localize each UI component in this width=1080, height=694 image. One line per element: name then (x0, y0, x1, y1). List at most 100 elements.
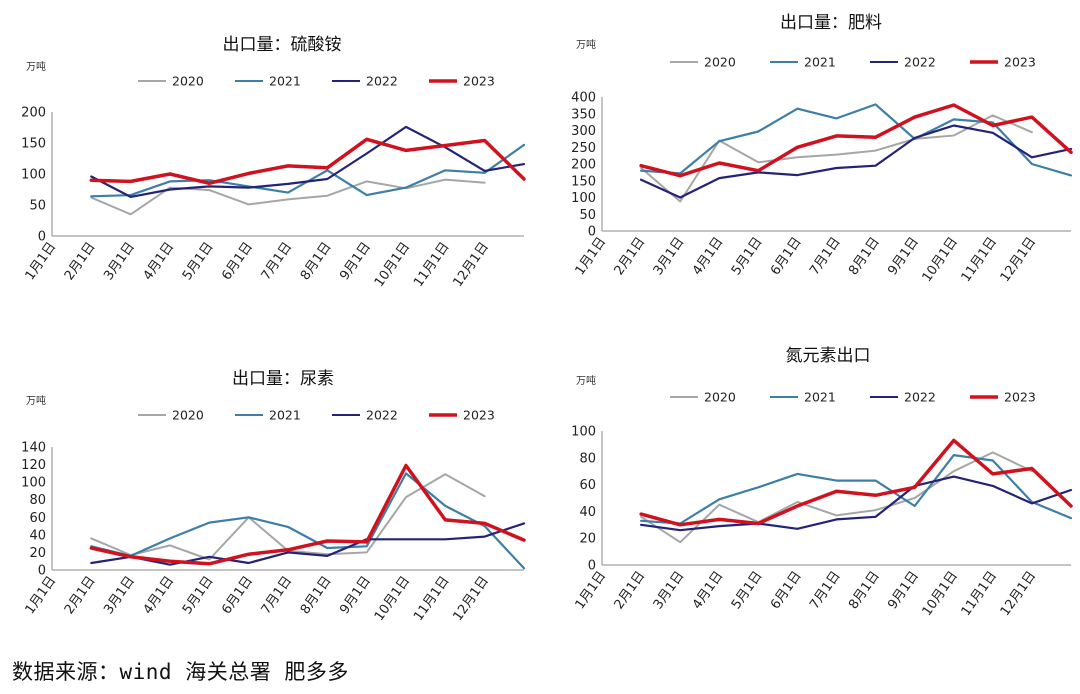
legend-label: 2020 (172, 408, 204, 423)
series-line-2021 (90, 143, 526, 198)
chart-title: 出口量：肥料 (780, 13, 882, 33)
series-line-2020 (640, 451, 1033, 544)
x-tick-label: 4月1日 (690, 569, 727, 612)
x-tick-label: 3月1日 (651, 235, 688, 278)
x-tick-label: 1月1日 (23, 574, 60, 617)
unit-label: 万吨 (576, 374, 596, 387)
x-tick-label: 6月1日 (768, 569, 805, 612)
chart-fertilizer: 出口量：肥料 万吨 2020 2021 2022 2023 0 50 100 150 200 250 3… (540, 0, 1080, 300)
chart-ammonium-sulfate: 出口量：硫酸铵 万吨 2020 2021 2022 2023 0 50 100 150 200 1月1… (0, 0, 540, 300)
x-tick-label: 5月1日 (180, 240, 217, 283)
legend-label: 2020 (172, 74, 204, 89)
x-tick-label: 10月1日 (372, 240, 413, 290)
x-tick-label: 1月1日 (573, 569, 610, 612)
y-tick-label: 20 (579, 532, 596, 547)
series-line-2022 (90, 522, 526, 566)
x-tick-label: 5月1日 (729, 569, 766, 612)
series-line-2021 (639, 103, 1073, 177)
series-line-2023 (89, 463, 526, 566)
y-tick-label: 20 (29, 546, 46, 561)
x-tick-label: 2月1日 (612, 569, 649, 612)
y-tick-label: 140 (21, 441, 46, 456)
x-tick-label: 9月1日 (337, 574, 374, 617)
legend-label: 2021 (269, 74, 301, 89)
x-tick-label: 4月1日 (141, 574, 178, 617)
x-tick-label: 9月1日 (337, 240, 374, 283)
x-tick-label: 7月1日 (259, 574, 296, 617)
series-line-2022 (639, 124, 1073, 199)
legend-label: 2021 (269, 408, 301, 423)
y-tick-label: 40 (29, 528, 46, 543)
legend-label: 2021 (804, 55, 836, 70)
x-tick-label: 10月1日 (920, 569, 961, 619)
legend-label: 2023 (1004, 390, 1036, 405)
x-tick-label: 7月1日 (807, 235, 844, 278)
y-tick-label: 60 (29, 511, 46, 526)
x-tick-label: 9月1日 (885, 235, 922, 278)
y-tick-label: 40 (579, 505, 596, 520)
series-line-2022 (639, 475, 1073, 532)
x-tick-label: 10月1日 (920, 235, 961, 285)
series-line-2020 (90, 178, 486, 216)
y-tick-label: 120 (21, 458, 46, 473)
series-line-2023 (89, 137, 526, 186)
y-tick-label: 60 (579, 478, 596, 493)
x-tick-label: 2月1日 (62, 574, 99, 617)
x-tick-label: 11月1日 (959, 235, 1000, 285)
unit-label: 万吨 (26, 394, 46, 407)
x-tick-label: 11月1日 (411, 240, 452, 290)
y-tick-label: 200 (571, 158, 596, 173)
legend-label: 2022 (366, 408, 398, 423)
series-line-2022 (90, 125, 526, 198)
x-tick-label: 8月1日 (846, 569, 883, 612)
x-tick-label: 11月1日 (959, 569, 1000, 619)
x-tick-label: 6月1日 (768, 235, 805, 278)
x-tick-label: 5月1日 (180, 574, 217, 617)
x-tick-label: 10月1日 (372, 574, 413, 624)
y-tick-label: 250 (571, 141, 596, 156)
x-tick-label: 3月1日 (101, 240, 138, 283)
x-tick-label: 3月1日 (651, 569, 688, 612)
y-tick-label: 50 (579, 208, 596, 223)
x-tick-label: 1月1日 (23, 240, 60, 283)
series-line-2023 (639, 103, 1073, 178)
series-line-2021 (639, 453, 1073, 525)
legend-label: 2022 (904, 390, 936, 405)
chart-urea: 出口量：尿素 万吨 2020 2021 2022 2023 0 20 40 60 80 100 120 1… (0, 350, 540, 650)
x-tick-label: 6月1日 (219, 240, 256, 283)
source-note: 数据来源：wind 海关总署 肥多多 (12, 660, 349, 684)
x-tick-label: 7月1日 (259, 240, 296, 283)
x-tick-label: 2月1日 (612, 235, 649, 278)
x-tick-label: 4月1日 (690, 235, 727, 278)
x-tick-label: 6月1日 (219, 574, 256, 617)
chart-nitrogen: 氮元素出口 万吨 2020 2021 2022 2023 0 20 40 60 80 100 1月1日 2… (540, 338, 1080, 650)
x-tick-label: 11月1日 (411, 574, 452, 624)
legend-label: 2023 (463, 74, 495, 89)
x-tick-label: 8月1日 (298, 574, 335, 617)
y-tick-label: 350 (571, 107, 596, 122)
y-tick-label: 100 (571, 425, 596, 440)
legend-label: 2022 (366, 74, 398, 89)
x-tick-label: 3月1日 (101, 574, 138, 617)
y-tick-label: 150 (21, 137, 46, 152)
legend-label: 2020 (704, 390, 736, 405)
y-tick-label: 100 (21, 168, 46, 183)
legend-label: 2021 (804, 390, 836, 405)
x-tick-label: 7月1日 (807, 569, 844, 612)
legend-label: 2022 (904, 55, 936, 70)
chart-title: 氮元素出口 (786, 346, 871, 366)
y-tick-label: 50 (29, 199, 46, 214)
x-tick-label: 12月1日 (451, 574, 492, 624)
unit-label: 万吨 (26, 60, 46, 73)
y-tick-label: 150 (571, 174, 596, 189)
x-tick-label: 9月1日 (885, 569, 922, 612)
x-tick-label: 2月1日 (62, 240, 99, 283)
y-tick-label: 100 (571, 191, 596, 206)
chart-title: 出口量：硫酸铵 (223, 35, 342, 55)
series-line-2021 (90, 472, 526, 570)
x-tick-label: 1月1日 (573, 235, 610, 278)
